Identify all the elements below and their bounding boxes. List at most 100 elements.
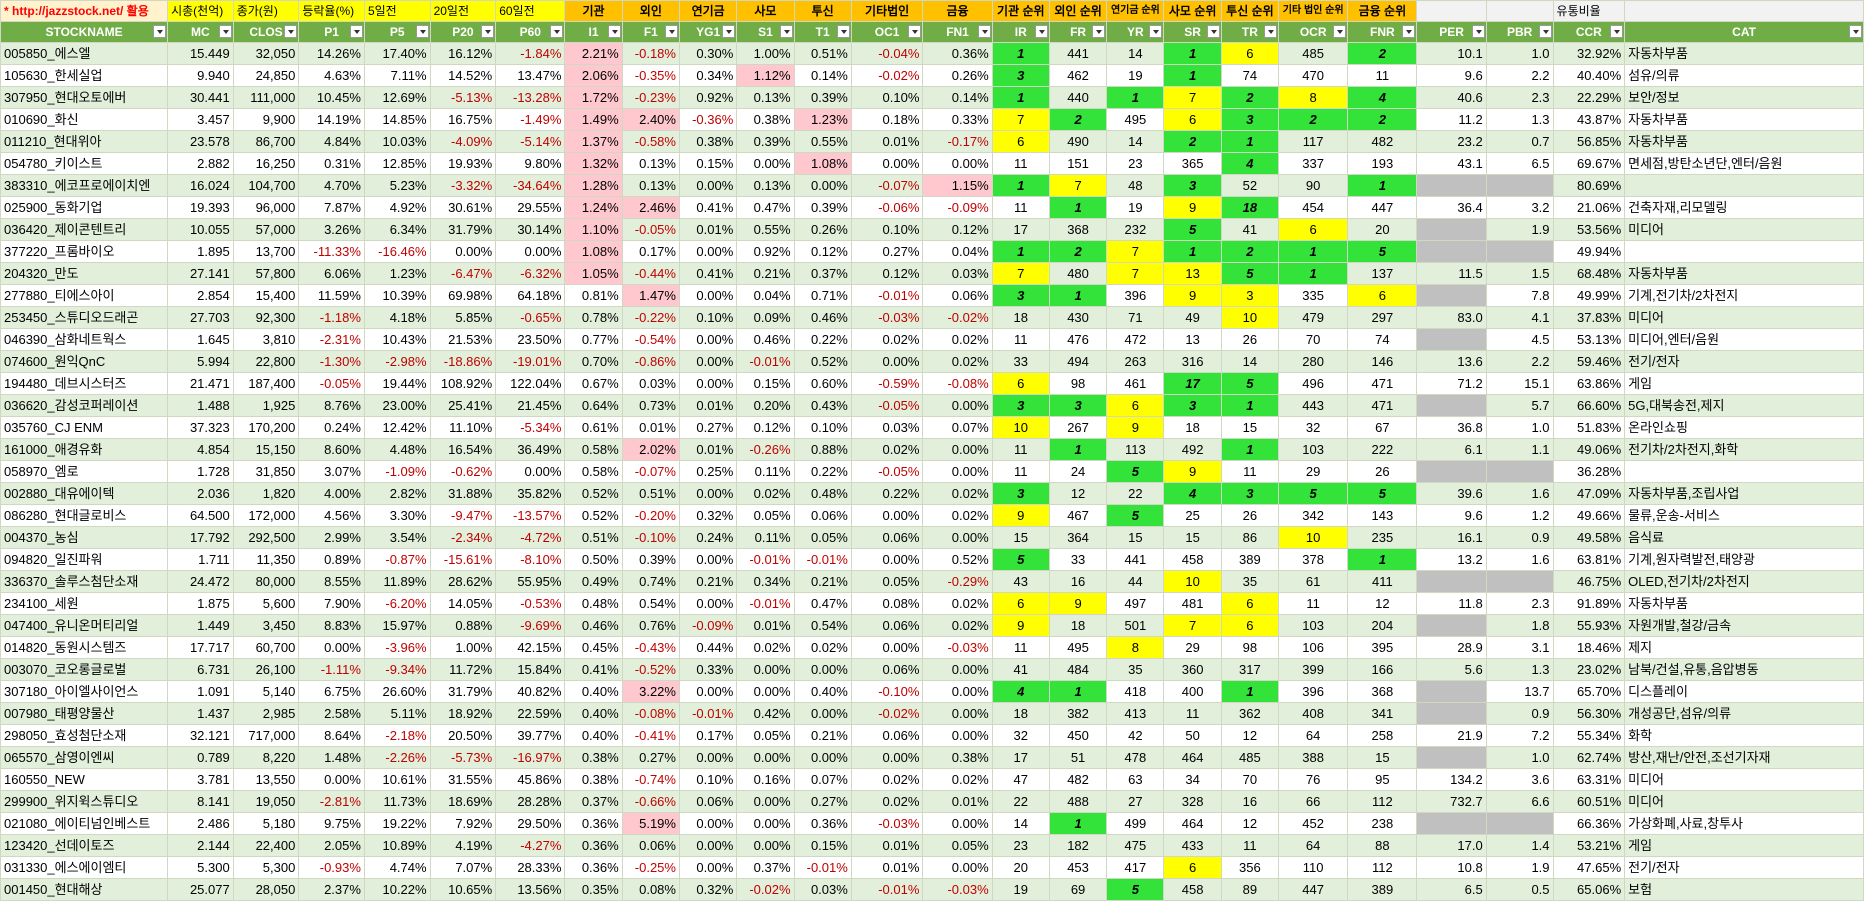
cell-t1[interactable]: 0.06% <box>793 504 852 527</box>
cell-sr[interactable]: 464 <box>1163 812 1222 835</box>
cell-fr[interactable]: 441 <box>1048 42 1108 65</box>
cell-p5[interactable]: -2.18% <box>363 724 431 747</box>
cell-s1[interactable]: -0.01% <box>736 350 795 373</box>
column-header-t1[interactable]: T1 <box>793 21 852 43</box>
cell-fn1[interactable]: 0.38% <box>922 746 993 769</box>
cell-cat[interactable]: 자동차부품 <box>1624 42 1864 65</box>
cell-sr[interactable]: 10 <box>1163 570 1222 593</box>
cell-t1[interactable]: 0.47% <box>793 592 852 615</box>
cell-t1[interactable]: 0.51% <box>793 42 852 65</box>
cell-ir[interactable]: 11 <box>991 328 1050 351</box>
cell-mc[interactable]: 15.449 <box>167 42 234 65</box>
cell-ccr[interactable]: 53.13% <box>1552 328 1626 351</box>
cell-cat[interactable] <box>1624 174 1864 197</box>
cell-fn1[interactable]: 0.00% <box>922 702 993 725</box>
cell-yg1[interactable]: 0.25% <box>678 460 738 483</box>
cell-pbr[interactable] <box>1485 174 1554 197</box>
cell-ocr[interactable]: 335 <box>1278 284 1349 307</box>
cell-f1[interactable]: -0.23% <box>621 86 680 109</box>
cell-s1[interactable]: 0.05% <box>736 504 795 527</box>
cell-s1[interactable]: 0.00% <box>736 680 795 703</box>
cell-cat[interactable]: 디스플레이 <box>1624 680 1864 703</box>
cell-stockname[interactable]: 004370_농심 <box>0 526 169 549</box>
cell-i1[interactable]: 0.35% <box>564 878 623 901</box>
cell-p1[interactable]: 3.26% <box>298 218 365 241</box>
cell-s1[interactable]: 0.00% <box>736 834 795 857</box>
cell-cat[interactable]: 가상화폐,사료,창투사 <box>1624 812 1864 835</box>
cell-pbr[interactable] <box>1485 240 1554 263</box>
cell-sr[interactable]: 458 <box>1163 878 1222 901</box>
cell-t1[interactable]: 0.03% <box>793 878 852 901</box>
column-header-ir[interactable]: IR <box>991 21 1050 43</box>
cell-clos[interactable]: 96,000 <box>232 196 300 219</box>
table-row[interactable]: 047400_유니온머티리얼 1.449 3,450 8.83% 15.97% 0.88%… <box>0 614 1864 637</box>
cell-p1[interactable]: -2.31% <box>298 328 365 351</box>
cell-fnr[interactable]: 471 <box>1347 394 1418 417</box>
cell-mc[interactable]: 30.441 <box>167 86 234 109</box>
cell-fnr[interactable]: 258 <box>1347 724 1418 747</box>
cell-p60[interactable]: -1.49% <box>495 108 566 131</box>
cell-p5[interactable]: 4.92% <box>363 196 431 219</box>
cell-mc[interactable]: 27.703 <box>167 306 234 329</box>
cell-tr[interactable]: 35 <box>1220 570 1280 593</box>
cell-i1[interactable]: 0.40% <box>564 724 623 747</box>
cell-ccr[interactable]: 80.69% <box>1552 174 1626 197</box>
column-header-pbr[interactable]: PBR <box>1485 21 1554 43</box>
cell-f1[interactable]: -0.58% <box>621 130 680 153</box>
cell-oc1[interactable]: 0.10% <box>850 218 924 241</box>
cell-f1[interactable]: 0.76% <box>621 614 680 637</box>
cell-clos[interactable]: 92,300 <box>232 306 300 329</box>
cell-s1[interactable]: 0.42% <box>736 702 795 725</box>
table-row[interactable]: 054780_키이스트 2.882 16,250 0.31% 12.85% 19.93% 9… <box>0 152 1864 175</box>
cell-stockname[interactable]: 307950_현대오토에버 <box>0 86 169 109</box>
cell-yg1[interactable]: 0.01% <box>678 438 738 461</box>
cell-p5[interactable]: 6.34% <box>363 218 431 241</box>
cell-ocr[interactable]: 64 <box>1278 834 1349 857</box>
cell-t1[interactable]: 0.21% <box>793 570 852 593</box>
cell-i1[interactable]: 0.45% <box>564 636 623 659</box>
cell-ocr[interactable]: 447 <box>1278 878 1349 901</box>
cell-yr[interactable]: 417 <box>1106 856 1165 879</box>
cell-f1[interactable]: -0.86% <box>621 350 680 373</box>
cell-p20[interactable]: -0.62% <box>429 460 497 483</box>
cell-mc[interactable]: 17.792 <box>167 526 234 549</box>
cell-p60[interactable]: 55.95% <box>495 570 566 593</box>
cell-fn1[interactable]: 1.15% <box>922 174 993 197</box>
table-row[interactable]: 105630_한세실업 9.940 24,850 4.63% 7.11% 14.52% 13… <box>0 64 1864 87</box>
cell-clos[interactable]: 11,350 <box>232 548 300 571</box>
cell-oc1[interactable]: 0.02% <box>850 328 924 351</box>
cell-ir[interactable]: 43 <box>991 570 1050 593</box>
cell-stockname[interactable]: 031330_에스에이엠티 <box>0 856 169 879</box>
cell-pbr[interactable]: 1.8 <box>1485 614 1554 637</box>
cell-f1[interactable]: 2.40% <box>621 108 680 131</box>
column-header-f1[interactable]: F1 <box>621 21 680 43</box>
cell-yr[interactable]: 501 <box>1106 614 1165 637</box>
column-header-mc[interactable]: MC <box>167 21 234 43</box>
cell-ir[interactable]: 6 <box>991 130 1050 153</box>
cell-fnr[interactable]: 395 <box>1347 636 1418 659</box>
cell-yg1[interactable]: 0.10% <box>678 768 738 791</box>
cell-p5[interactable]: -2.98% <box>363 350 431 373</box>
cell-ocr[interactable]: 388 <box>1278 746 1349 769</box>
cell-yg1[interactable]: 0.34% <box>678 64 738 87</box>
cell-fn1[interactable]: 0.05% <box>922 834 993 857</box>
cell-t1[interactable]: 0.14% <box>793 64 852 87</box>
cell-ocr[interactable]: 106 <box>1278 636 1349 659</box>
cell-t1[interactable]: 0.00% <box>793 746 852 769</box>
cell-fn1[interactable]: 0.01% <box>922 790 993 813</box>
cell-s1[interactable]: -0.01% <box>736 592 795 615</box>
cell-per[interactable]: 71.2 <box>1416 372 1487 395</box>
cell-ir[interactable]: 17 <box>991 218 1050 241</box>
cell-fr[interactable]: 7 <box>1048 174 1108 197</box>
cell-pbr[interactable]: 0.9 <box>1485 526 1554 549</box>
cell-ir[interactable]: 1 <box>991 42 1050 65</box>
cell-ccr[interactable]: 49.58% <box>1552 526 1626 549</box>
cell-p5[interactable]: 26.60% <box>363 680 431 703</box>
cell-mc[interactable]: 19.393 <box>167 196 234 219</box>
cell-fnr[interactable]: 1 <box>1347 174 1418 197</box>
column-header-clos[interactable]: CLOS <box>232 21 300 43</box>
cell-ocr[interactable]: 117 <box>1278 130 1349 153</box>
cell-fr[interactable]: 1 <box>1048 812 1108 835</box>
table-row[interactable]: 234100_세원 1.875 5,600 7.90% -6.20% 14.05% -0.5… <box>0 592 1864 615</box>
cell-sr[interactable]: 50 <box>1163 724 1222 747</box>
